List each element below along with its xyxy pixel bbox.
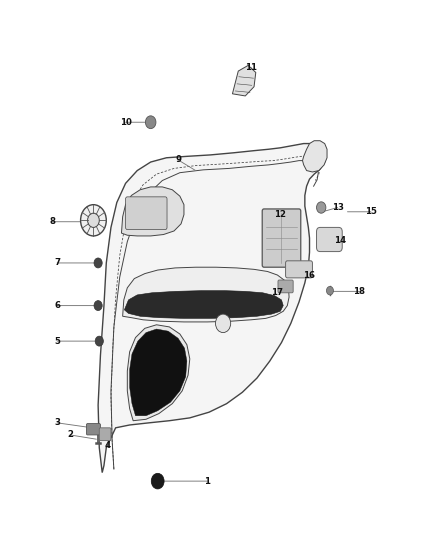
Text: 14: 14 bbox=[334, 236, 346, 245]
Polygon shape bbox=[121, 187, 184, 236]
Polygon shape bbox=[98, 143, 326, 473]
Text: 2: 2 bbox=[67, 431, 73, 439]
Text: 11: 11 bbox=[245, 63, 257, 72]
FancyBboxPatch shape bbox=[262, 209, 301, 267]
Text: 16: 16 bbox=[304, 271, 315, 280]
Circle shape bbox=[326, 286, 333, 295]
Text: 5: 5 bbox=[54, 337, 60, 345]
Circle shape bbox=[94, 301, 102, 311]
Circle shape bbox=[94, 258, 102, 268]
Text: 1: 1 bbox=[204, 477, 210, 486]
FancyBboxPatch shape bbox=[86, 424, 100, 435]
FancyBboxPatch shape bbox=[278, 280, 293, 293]
FancyBboxPatch shape bbox=[99, 428, 111, 441]
Polygon shape bbox=[123, 267, 289, 322]
Text: 10: 10 bbox=[120, 118, 131, 127]
FancyBboxPatch shape bbox=[126, 197, 167, 230]
Text: 6: 6 bbox=[54, 301, 60, 310]
Polygon shape bbox=[124, 290, 283, 318]
Text: 4: 4 bbox=[105, 441, 111, 450]
Circle shape bbox=[88, 213, 99, 228]
Text: 13: 13 bbox=[332, 203, 343, 212]
Text: 12: 12 bbox=[274, 210, 286, 219]
Text: 18: 18 bbox=[353, 287, 365, 296]
Circle shape bbox=[317, 202, 326, 213]
Text: 15: 15 bbox=[365, 207, 377, 216]
Polygon shape bbox=[127, 325, 190, 421]
Text: 9: 9 bbox=[175, 156, 181, 164]
Text: 17: 17 bbox=[271, 288, 283, 297]
Circle shape bbox=[215, 314, 231, 333]
Text: 7: 7 bbox=[54, 259, 60, 268]
Polygon shape bbox=[303, 141, 327, 172]
Text: 3: 3 bbox=[54, 418, 60, 427]
Polygon shape bbox=[233, 66, 256, 96]
Circle shape bbox=[145, 116, 156, 128]
FancyBboxPatch shape bbox=[286, 261, 312, 278]
Text: 8: 8 bbox=[49, 217, 56, 226]
Polygon shape bbox=[130, 329, 187, 416]
Circle shape bbox=[151, 473, 164, 489]
Circle shape bbox=[81, 205, 106, 236]
FancyBboxPatch shape bbox=[317, 228, 342, 252]
Circle shape bbox=[95, 336, 103, 346]
